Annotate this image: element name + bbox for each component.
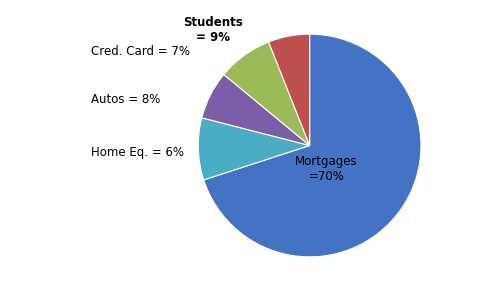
Wedge shape [198,118,310,180]
Text: Mortgages
=70%: Mortgages =70% [295,155,358,183]
Text: Autos = 8%: Autos = 8% [91,93,160,106]
Wedge shape [204,34,421,257]
Text: Home Eq. = 6%: Home Eq. = 6% [91,146,184,159]
Wedge shape [202,74,310,146]
Text: Cred. Card = 7%: Cred. Card = 7% [91,45,190,58]
Wedge shape [224,42,310,146]
Text: Students
= 9%: Students = 9% [183,16,242,44]
Wedge shape [269,34,310,146]
